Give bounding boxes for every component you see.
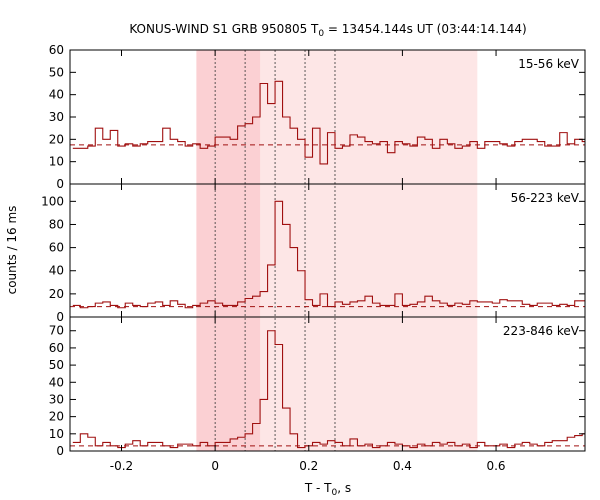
y-tick-label-2-2: 20 xyxy=(49,410,64,424)
y-tick-label-2-0: 0 xyxy=(56,444,64,458)
y-tick-label-0-4: 40 xyxy=(49,88,64,102)
y-tick-label-2-5: 50 xyxy=(49,358,64,372)
chart-title-rest: = 13454.144s UT (03:44:14.144) xyxy=(324,22,527,36)
y-tick-label-1-0: 0 xyxy=(56,310,64,324)
y-tick-label-1-3: 60 xyxy=(49,241,64,255)
panel-label-2: 223-846 keV xyxy=(503,324,580,338)
y-tick-label-1-5: 100 xyxy=(41,194,64,208)
histogram-series-0 xyxy=(72,80,585,165)
panel-label-1: 56-223 keV xyxy=(511,191,580,205)
x-axis-label-main: T - T xyxy=(304,481,332,495)
x-tick-label-2: 0.2 xyxy=(299,459,318,473)
y-tick-label-2-4: 40 xyxy=(49,375,64,389)
x-tick-label-0: -0.2 xyxy=(110,459,133,473)
x-tick-label-1: 0 xyxy=(211,459,219,473)
y-tick-label-2-1: 10 xyxy=(49,427,64,441)
x-axis-label-sub: 0 xyxy=(332,488,338,498)
y-tick-label-0-5: 50 xyxy=(49,65,64,79)
shaded-region-1 xyxy=(196,50,261,451)
x-tick-label-4: 0.6 xyxy=(486,459,505,473)
x-axis-label: T - T0, s xyxy=(304,481,351,498)
histogram-series-2 xyxy=(72,330,585,449)
histogram-layer xyxy=(70,80,585,449)
histogram-series-1 xyxy=(72,200,585,309)
y-tick-label-0-6: 60 xyxy=(49,43,64,57)
shading-layer xyxy=(196,50,478,451)
chart-title: KONUS-WIND S1 GRB 950805 T0 = 13454.144s… xyxy=(129,22,526,39)
y-tick-label-1-4: 80 xyxy=(49,217,64,231)
y-tick-label-1-2: 40 xyxy=(49,264,64,278)
x-tick-label-3: 0.4 xyxy=(393,459,412,473)
y-tick-label-2-6: 60 xyxy=(49,341,64,355)
y-tick-label-0-1: 10 xyxy=(49,155,64,169)
panel-frame-2 xyxy=(69,316,586,452)
y-tick-label-0-2: 20 xyxy=(49,132,64,146)
chart-title-sub: 0 xyxy=(318,29,324,39)
chart-title-main: KONUS-WIND S1 GRB 950805 T xyxy=(129,22,319,36)
y-tick-label-0-3: 30 xyxy=(49,110,64,124)
panel-label-0: 15-56 keV xyxy=(518,57,580,71)
y-tick-label-1-1: 20 xyxy=(49,287,64,301)
y-axis-label: counts / 16 ms xyxy=(5,206,19,295)
y-tick-label-0-0: 0 xyxy=(56,177,64,191)
x-axis-label-rest: , s xyxy=(337,481,351,495)
y-tick-label-2-7: 70 xyxy=(49,324,64,338)
y-tick-label-2-3: 30 xyxy=(49,392,64,406)
